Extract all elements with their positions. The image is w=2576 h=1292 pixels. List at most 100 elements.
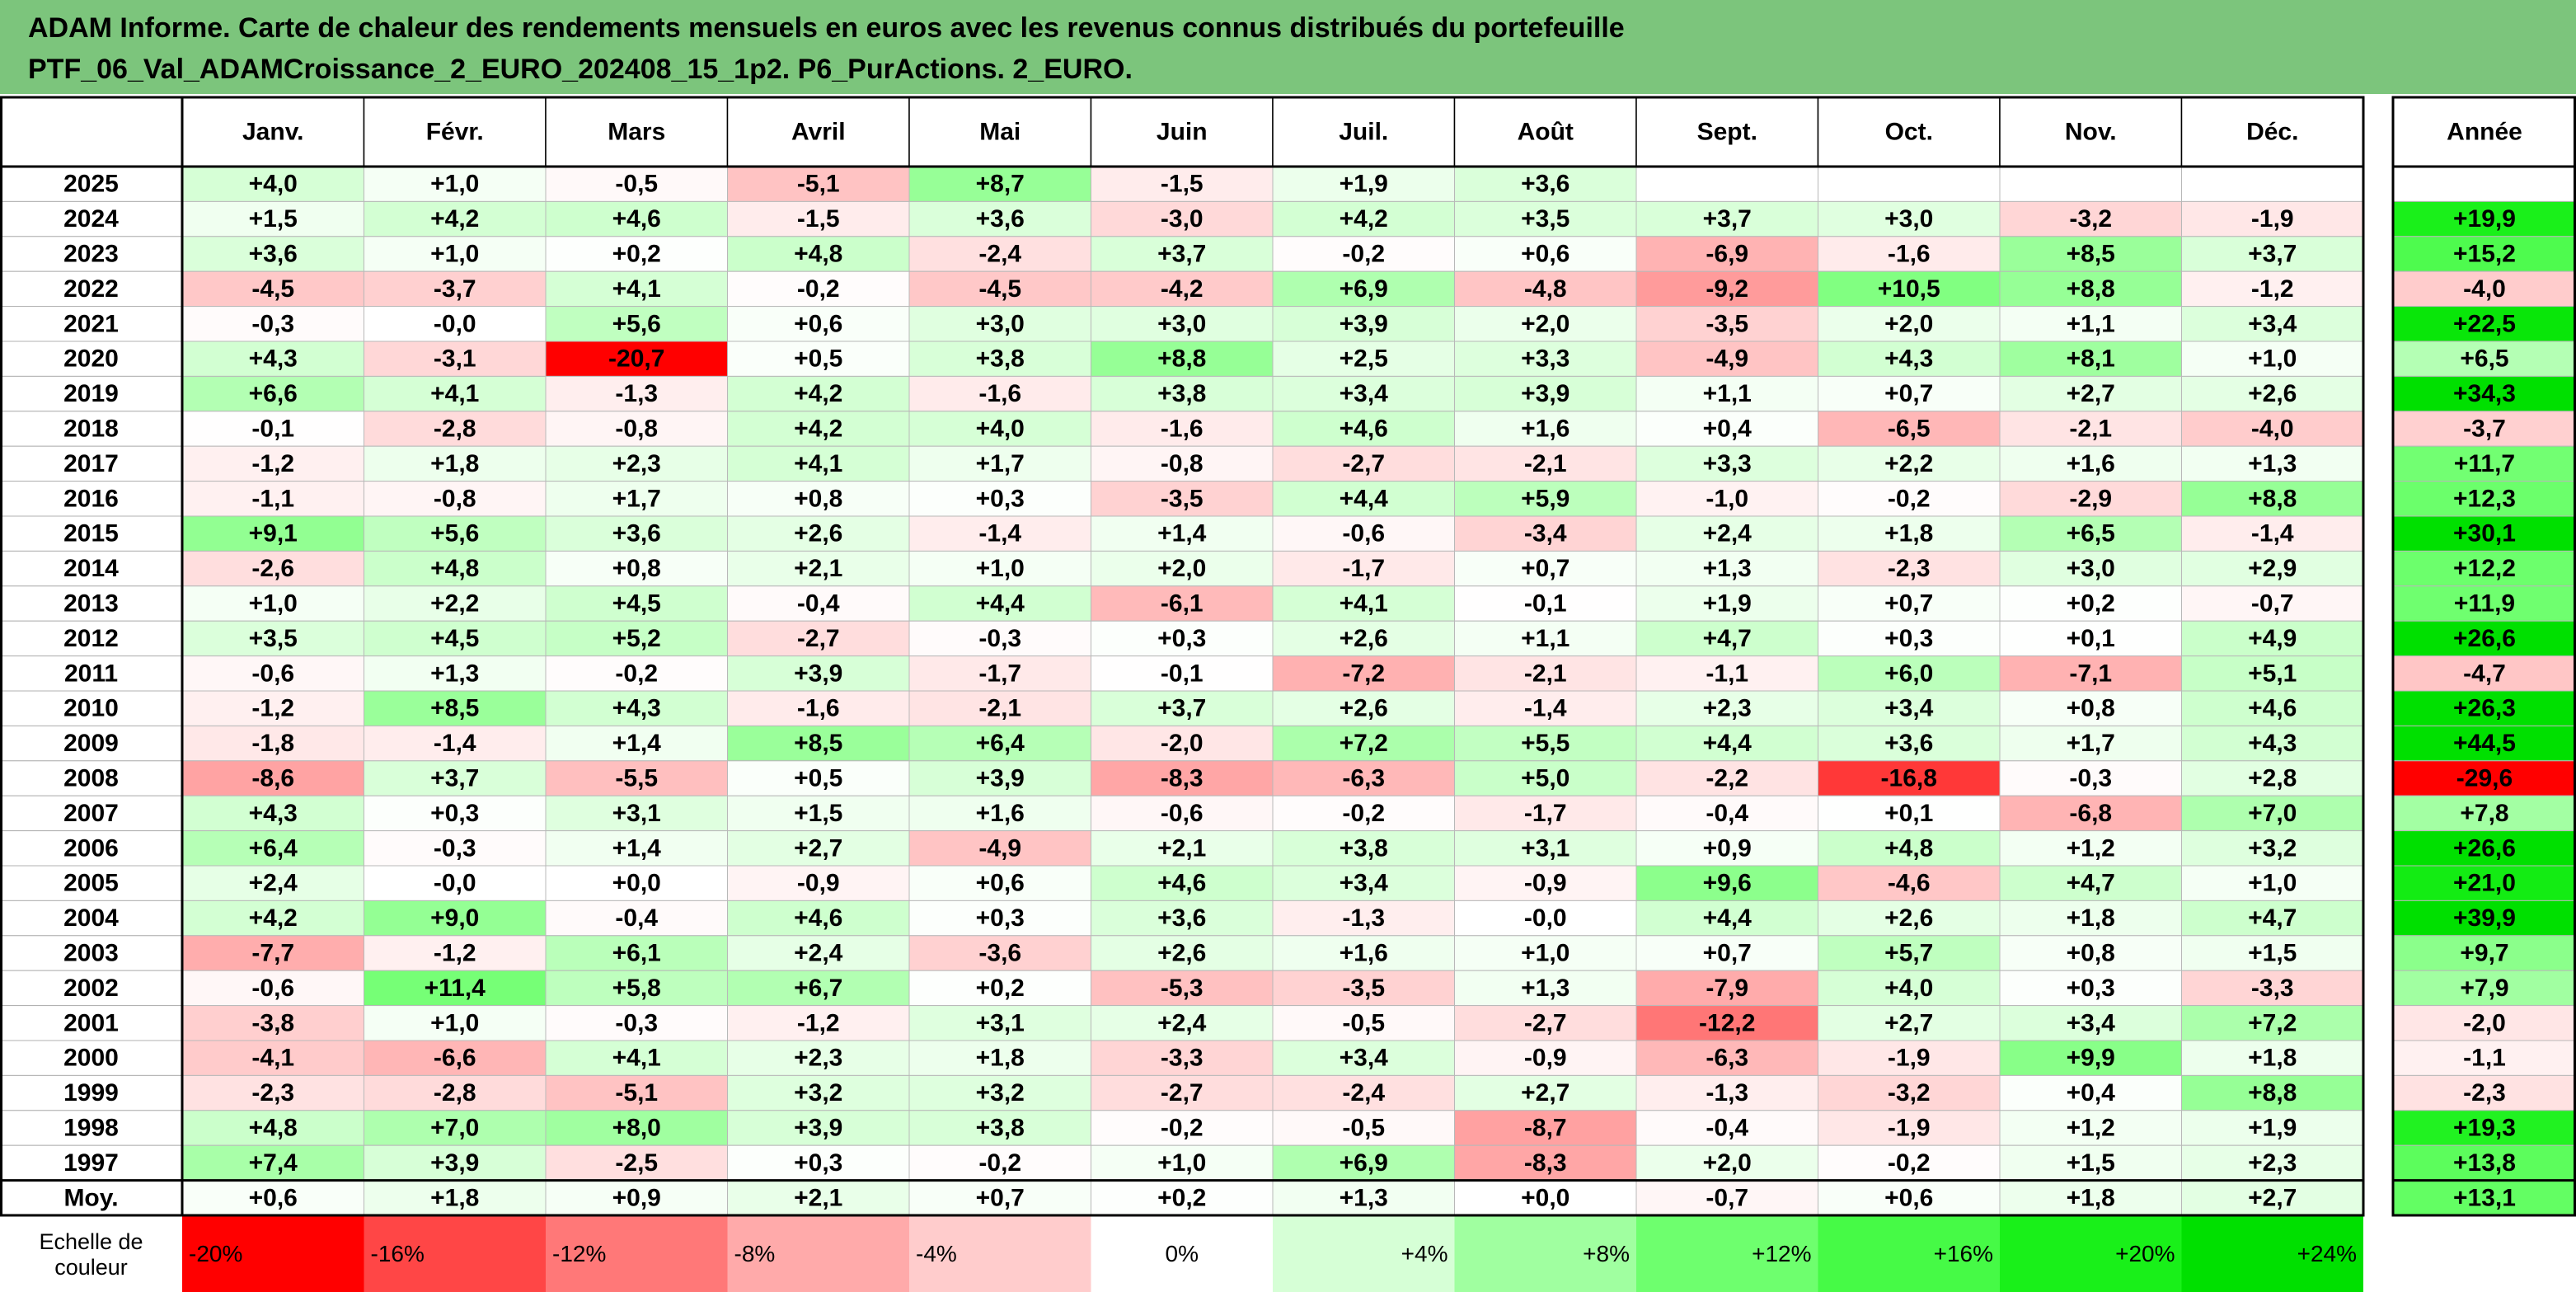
heat-value: +1,6 <box>976 800 1025 827</box>
heat-value: +1,0 <box>976 555 1025 582</box>
heat-value: +6,9 <box>1340 275 1388 303</box>
heat-value: -3,2 <box>2069 205 2112 233</box>
heat-value: -6,3 <box>1706 1045 1748 1072</box>
heat-value: -6,8 <box>2069 800 2112 827</box>
heat-cell <box>1272 445 1455 482</box>
heat-value: +4,1 <box>612 1045 661 1072</box>
year-label: 2011 <box>64 660 118 687</box>
heat-value: -2,3 <box>1888 555 1931 582</box>
heat-value: -12,2 <box>1699 1009 1755 1036</box>
heat-value: +1,8 <box>2067 904 2115 932</box>
heat-value: +0,0 <box>612 870 661 897</box>
heat-cell <box>1272 515 1455 552</box>
heat-value: +4,7 <box>1703 625 1752 652</box>
heat-value: +1,7 <box>612 485 661 512</box>
heat-value: -0,4 <box>615 904 658 932</box>
heat-cell <box>1454 481 1637 517</box>
heat-cell <box>908 1040 1091 1076</box>
heat-value: +4,3 <box>1884 345 1933 373</box>
heat-cell <box>1091 760 1274 796</box>
heat-cell <box>181 1005 364 1041</box>
heat-value: +4,0 <box>249 171 298 198</box>
year-label: 2006 <box>63 834 119 862</box>
heat-value: -4,8 <box>1524 275 1567 303</box>
heat-cell <box>1454 690 1637 726</box>
heat-cell <box>727 585 910 622</box>
heat-value: -2,7 <box>797 625 840 652</box>
heat-value: -0,1 <box>251 416 294 443</box>
heat-value: +3,6 <box>249 241 298 268</box>
avg-value: +0,6 <box>1884 1184 1933 1211</box>
heat-value: -0,3 <box>2069 765 2112 792</box>
heat-cell <box>1454 865 1637 901</box>
heat-cell <box>181 970 364 1007</box>
heat-cell <box>545 481 728 517</box>
heat-value: -3,4 <box>1524 520 1567 547</box>
heat-value: +3,7 <box>1703 205 1752 233</box>
heat-value: +1,5 <box>2067 1149 2115 1177</box>
heat-cell <box>1999 306 2182 342</box>
heat-cell <box>1091 935 1274 971</box>
heat-value: +5,6 <box>612 310 661 337</box>
scale-swatch <box>1091 1215 1273 1292</box>
heat-value: +2,7 <box>1884 1009 1933 1036</box>
year-cell <box>0 830 183 867</box>
heat-value: -1,6 <box>797 695 840 722</box>
heat-value: +1,1 <box>1521 625 1570 652</box>
annual-value: +34,3 <box>2453 380 2516 407</box>
heat-value: +3,4 <box>2067 1009 2116 1036</box>
heat-value: +2,3 <box>794 1045 842 1072</box>
heat-cell <box>1818 481 2001 517</box>
annual-cell <box>2392 935 2576 971</box>
heat-cell <box>1999 865 2182 901</box>
heat-cell <box>727 725 910 762</box>
heat-value: +0,3 <box>1884 625 1933 652</box>
heat-value: +5,8 <box>612 975 661 1002</box>
heat-value: +0,3 <box>976 904 1025 932</box>
heat-value: -8,6 <box>251 765 294 792</box>
heat-value: +3,9 <box>976 765 1025 792</box>
heat-value: +1,9 <box>1340 171 1388 198</box>
header-month-12: Déc. <box>2246 119 2298 146</box>
heat-cell <box>1091 481 1274 517</box>
year-label: 2000 <box>63 1045 119 1072</box>
heat-value: -1,1 <box>1706 660 1748 687</box>
year-cell <box>0 690 183 726</box>
heat-value: -0,0 <box>434 870 476 897</box>
heat-cell <box>545 970 728 1007</box>
heat-cell <box>908 935 1091 971</box>
year-label: 2003 <box>63 940 119 967</box>
heat-value: -3,2 <box>1888 1079 1931 1106</box>
heat-value: +3,9 <box>794 1115 842 1142</box>
heat-value: +3,0 <box>1884 205 1933 233</box>
heat-value: -3,8 <box>251 1009 294 1036</box>
heat-value: -8,7 <box>1524 1115 1567 1142</box>
heat-value: +7,2 <box>2248 1009 2297 1036</box>
heat-value: +4,8 <box>430 555 479 582</box>
heat-value: +4,1 <box>1340 590 1388 618</box>
avg-annual-value: +13,1 <box>2453 1184 2516 1211</box>
heat-cell <box>1818 515 2001 552</box>
heat-cell <box>545 306 728 342</box>
header-month-11: Nov. <box>2065 119 2117 146</box>
heat-cell <box>1818 1005 2001 1041</box>
heat-value: -1,0 <box>1706 485 1748 512</box>
heat-cell <box>1454 1144 1637 1182</box>
heat-value: +1,0 <box>249 590 298 618</box>
annual-value: +30,1 <box>2453 520 2516 547</box>
heat-value: +5,9 <box>1521 485 1570 512</box>
heat-value: +3,9 <box>430 1149 479 1177</box>
heat-cell <box>1999 1110 2182 1146</box>
annual-value: -1,1 <box>2463 1045 2506 1072</box>
avg-value: +1,8 <box>430 1184 479 1211</box>
heat-value: -0,2 <box>615 660 658 687</box>
heat-value: -9,2 <box>1706 275 1748 303</box>
heat-value: -4,9 <box>978 834 1021 862</box>
heat-cell <box>1272 411 1455 447</box>
heat-cell <box>1635 970 1818 1007</box>
heat-value: -7,9 <box>1706 975 1748 1002</box>
heat-value: +2,6 <box>794 520 842 547</box>
heat-value: -2,3 <box>251 1079 294 1106</box>
scale-label: Echelle de couleur <box>39 1229 143 1280</box>
heat-value: +0,5 <box>794 765 842 792</box>
